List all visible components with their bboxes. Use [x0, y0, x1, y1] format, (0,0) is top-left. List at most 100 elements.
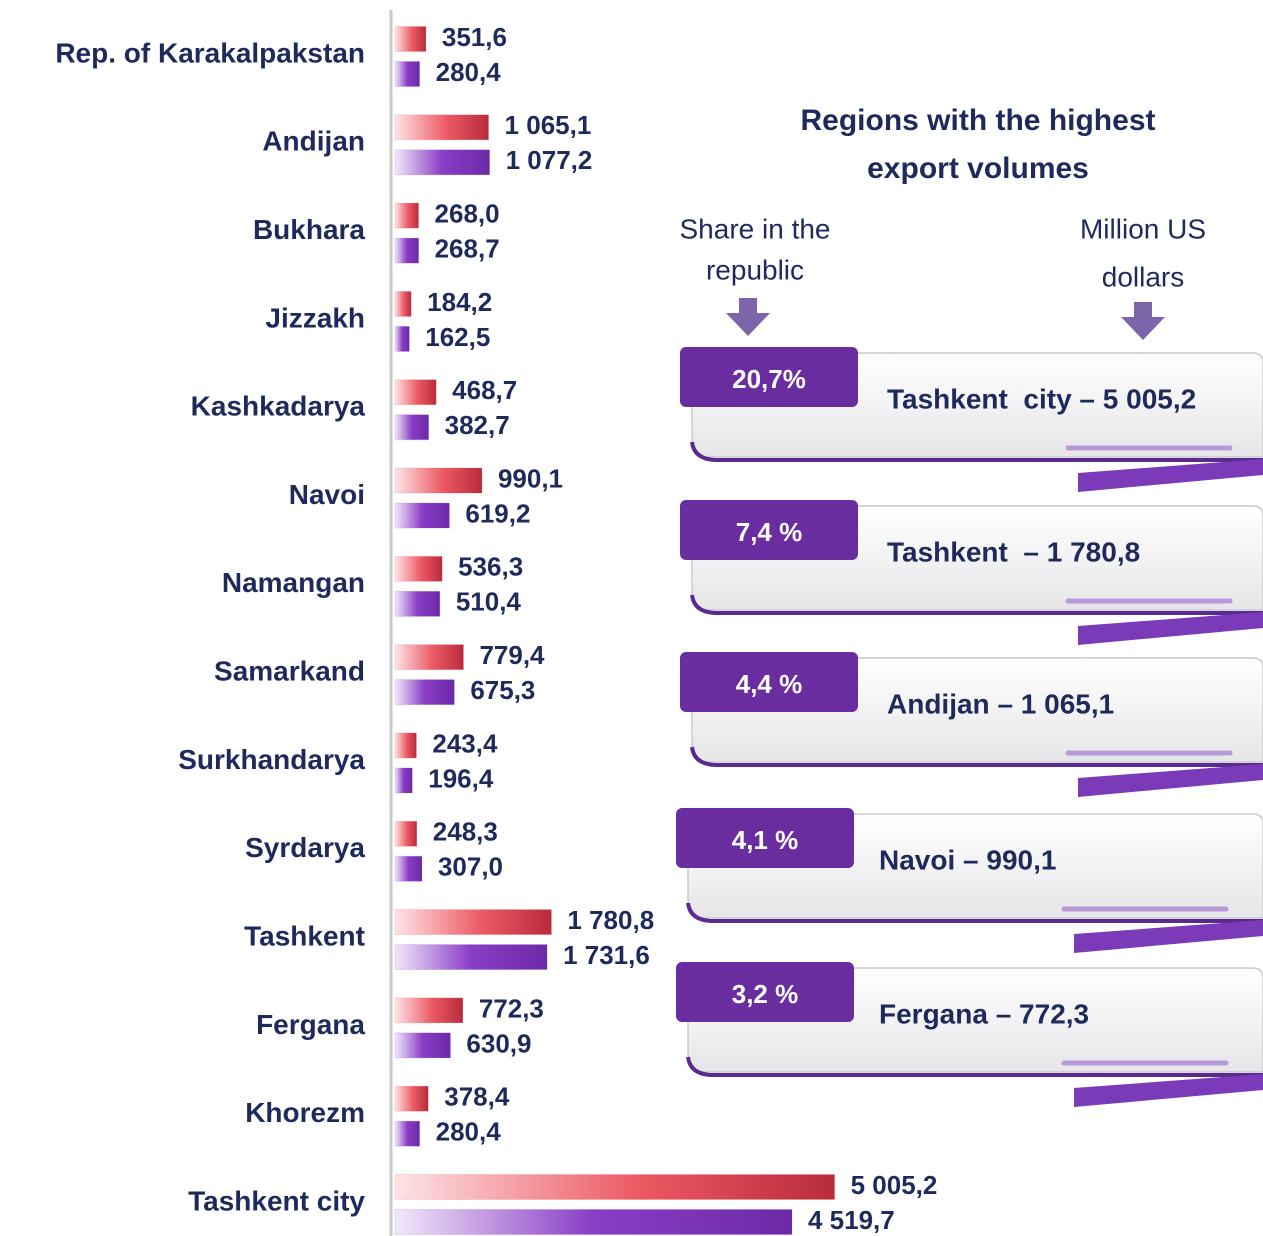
share-label: 20,7% [732, 364, 806, 394]
bar [394, 555, 443, 582]
bar [394, 1085, 429, 1112]
value-label: 990,1 [498, 463, 563, 493]
value-label: 468,7 [452, 375, 517, 405]
bar [394, 997, 464, 1024]
category-label: Kashkadarya [191, 391, 366, 422]
bar [394, 944, 548, 971]
card-ribbon [1078, 612, 1263, 645]
category-label: Navoi [289, 479, 365, 510]
category-label: Syrdarya [245, 832, 365, 863]
share-label: 4,1 % [732, 825, 799, 855]
value-label: 382,7 [445, 410, 510, 440]
bar [394, 1032, 451, 1059]
value-label: 162,5 [425, 322, 490, 352]
bar [394, 820, 418, 847]
share-tab [680, 652, 858, 712]
bar [394, 467, 483, 494]
card-ribbon [1078, 459, 1263, 492]
category-label: Tashkent city [188, 1185, 365, 1216]
bar [394, 679, 455, 706]
value-label: 196,4 [428, 763, 494, 793]
bar [394, 502, 450, 529]
card-ribbon [1078, 764, 1263, 797]
arrow-icon [1121, 302, 1165, 340]
card-edge [690, 746, 1263, 767]
value-label: 268,0 [435, 198, 500, 228]
bar [394, 732, 417, 759]
value-label: 772,3 [479, 993, 544, 1023]
value-label: 243,4 [432, 728, 498, 758]
share-label: 3,2 % [732, 979, 799, 1009]
bar [394, 379, 437, 406]
value-label: 779,4 [479, 640, 545, 670]
value-label: 510,4 [456, 587, 522, 617]
value-label: 4 519,7 [808, 1205, 895, 1235]
card-ribbon [1074, 1074, 1263, 1107]
card-label: Fergana – 772,3 [879, 998, 1089, 1029]
card-label: Navoi – 990,1 [879, 844, 1056, 875]
bar [394, 325, 410, 352]
card-ribbon [1074, 920, 1263, 953]
category-label: Fergana [256, 1009, 365, 1040]
value-label: 619,2 [465, 498, 530, 528]
column-header: Share in the [680, 213, 831, 244]
share-tab [680, 500, 858, 560]
bar [394, 590, 441, 617]
category-label: Samarkand [214, 656, 365, 687]
category-label: Namangan [222, 567, 365, 598]
bar [394, 114, 490, 141]
value-label: 280,4 [436, 1117, 502, 1147]
share-label: 4,4 % [736, 669, 803, 699]
bar [394, 644, 464, 671]
bar [394, 202, 420, 229]
arrow-icon [726, 298, 770, 336]
bars: Rep. of Karakalpakstan 351,6 280,4 Andijan 1… [55, 22, 937, 1235]
category-label: Rep. of Karakalpakstan [55, 37, 365, 68]
card-edge [686, 902, 1263, 923]
bar [394, 767, 413, 794]
panel-title: Regions with the highest [800, 104, 1155, 137]
category-label: Tashkent [244, 920, 365, 951]
value-label: 5 005,2 [851, 1170, 938, 1200]
bar [394, 149, 491, 176]
card-label: Andijan – 1 065,1 [887, 688, 1114, 719]
share-tab [676, 808, 854, 868]
value-label: 1 077,2 [506, 145, 593, 175]
panel-title: export volumes [867, 152, 1089, 185]
value-label: 248,3 [433, 817, 498, 847]
value-label: 268,7 [435, 233, 500, 263]
card-edge [690, 441, 1263, 462]
bar [394, 1120, 421, 1147]
card-label: Tashkent – 1 780,8 [887, 536, 1140, 567]
bar [394, 1174, 836, 1200]
bar [394, 61, 421, 87]
value-label: 378,4 [444, 1082, 510, 1112]
category-label: Khorezm [245, 1097, 365, 1128]
value-label: 1 780,8 [567, 905, 654, 935]
bar [394, 414, 430, 441]
panel: Regions with the highest export volumes Sh… [676, 104, 1263, 1107]
share-tab [680, 347, 858, 407]
bar [394, 909, 552, 936]
bar [394, 237, 420, 264]
value-label: 1 065,1 [505, 110, 592, 140]
bar [394, 1209, 793, 1235]
category-label: Andijan [262, 126, 365, 157]
share-tab [676, 962, 854, 1022]
category-label: Bukhara [253, 214, 365, 245]
column-header: dollars [1102, 261, 1184, 292]
category-label: Jizzakh [265, 302, 365, 333]
value-label: 184,2 [427, 287, 492, 317]
value-label: 351,6 [442, 22, 507, 52]
value-label: 307,0 [438, 852, 503, 882]
bar [394, 26, 427, 52]
category-label: Surkhandarya [178, 744, 365, 775]
card-edge [690, 594, 1263, 615]
column-header: republic [706, 254, 804, 285]
value-label: 1 731,6 [563, 940, 650, 970]
value-label: 536,3 [458, 552, 523, 582]
card-label: Tashkent city – 5 005,2 [887, 383, 1196, 414]
value-label: 280,4 [436, 57, 502, 87]
bar [394, 290, 412, 317]
